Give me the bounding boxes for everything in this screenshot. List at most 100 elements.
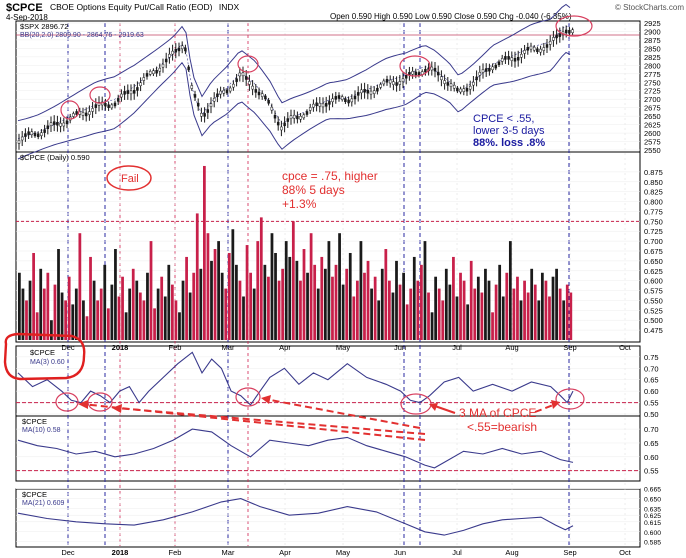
spx-candle-body (17, 140, 21, 144)
cpce-bar (494, 284, 498, 340)
cpce-bar (85, 316, 89, 340)
spx-candle-body (27, 131, 30, 135)
spx-candle-body (97, 102, 101, 106)
cpce-bar (448, 284, 452, 340)
ma21-legend-value: MA(21) 0.609 (22, 500, 65, 507)
spx-candle-body (382, 80, 386, 85)
spx-candle-body (241, 72, 245, 77)
spx-candle-body (500, 58, 504, 62)
spx-candle-body (536, 48, 539, 53)
ma21-tick-label: 0.600 (644, 530, 661, 537)
cpce-bar (398, 284, 402, 340)
cpce-bar (199, 268, 203, 340)
cpce-tick-label: 0.575 (644, 287, 663, 296)
cpce-bar (565, 284, 569, 340)
arrow-3 (264, 398, 421, 429)
cpce-bar (569, 292, 573, 340)
spx-candle-body (62, 122, 66, 127)
spx-candle-body (526, 47, 530, 51)
ma10-legend-value: MA(10) 0.58 (22, 427, 61, 434)
spx-candle-body (296, 115, 299, 120)
cpce-bar (146, 272, 149, 340)
cpce-bar (252, 288, 256, 340)
annotation-ma3-line1: 3 MA of CPCE (459, 406, 536, 420)
spx-candle-body (152, 70, 155, 74)
spx-tick-label: 2800 (644, 61, 661, 70)
cpce-bar (555, 268, 558, 340)
x-tick-label-bottom: Jul (452, 548, 462, 557)
spx-candle-body (321, 103, 325, 108)
cpce-bar (128, 288, 132, 340)
x-tick-label-mid: Mar (222, 343, 235, 352)
cpce-bar (516, 276, 519, 340)
cpce-bar (238, 280, 242, 340)
cpce-bar (316, 288, 320, 340)
cpce-bar (484, 268, 487, 340)
cpce-bar (110, 284, 114, 340)
spx-candle-body (59, 122, 62, 127)
spx-candle-body (113, 102, 117, 107)
spx-candle-body (81, 112, 85, 116)
spx-candle-body (372, 90, 376, 94)
cpce-bar (267, 276, 270, 340)
panel-ma21-frame (15, 488, 641, 548)
ma10-tick-label: 0.55 (644, 467, 659, 476)
spx-candle-body (225, 89, 229, 94)
ma3-legend-symbol: $CPCE (30, 348, 55, 357)
cpce-bar (323, 268, 327, 340)
spx-candle-body (129, 90, 133, 95)
cpce-bar (416, 280, 420, 340)
ma21-tick-label: 0.650 (644, 497, 661, 504)
cpce-bar (231, 229, 235, 340)
ma10-tick-label: 0.60 (644, 453, 659, 462)
spx-candle-body (171, 50, 174, 55)
spx-candle-body (136, 87, 139, 91)
spx-candle-body (481, 69, 485, 73)
annotation-cpce-high-line3: +1.3% (282, 197, 317, 211)
cpce-bar (185, 256, 188, 340)
x-tick-label-mid: May (336, 343, 350, 352)
x-tick-label-bottom: Jun (394, 548, 406, 557)
cpce-bar (437, 288, 441, 340)
cpce-bar (50, 320, 53, 340)
spx-candle-body (465, 87, 469, 92)
cpce-bar (430, 312, 434, 340)
cpce-bar (156, 288, 160, 340)
annotation-cpce-rule-line3: 88%. loss .8% (473, 137, 545, 149)
cpce-bar (46, 272, 50, 340)
spx-candle-body (433, 67, 437, 72)
fail-circle (106, 165, 152, 191)
x-tick-label-mid: Aug (505, 343, 518, 352)
cpce-bar (82, 300, 85, 340)
spx-candle-body (491, 66, 494, 71)
spx-candle-body (238, 72, 242, 77)
x-tick-label-mid: Feb (169, 343, 182, 352)
spx-candle-body (260, 93, 264, 97)
spx-candle-body (436, 71, 440, 76)
spx-candle-body (120, 93, 123, 98)
cpce-bar (352, 296, 356, 340)
cpce-bar (302, 249, 306, 340)
spx-candle-body (196, 102, 200, 107)
arrow-5 (534, 403, 557, 413)
spx-tick-label: 2850 (644, 44, 661, 53)
spx-candle-body (331, 98, 334, 103)
cpce-bar (124, 312, 128, 340)
ma3-tick-label: 0.55 (644, 399, 659, 408)
cpce-bar (263, 264, 267, 340)
cpce-bar (462, 280, 466, 340)
spx-candle-body (459, 88, 462, 93)
annotation-fail: Fail (121, 173, 139, 185)
cpce-bar (427, 292, 430, 340)
bb-upper-band (17, 3, 571, 122)
cpce-tick-label: 0.775 (644, 207, 663, 216)
spx-candle-body (568, 29, 571, 34)
spx-candle-body (56, 121, 59, 126)
cpce-bar (391, 292, 395, 340)
ma21-tick-label: 0.625 (644, 513, 661, 520)
spx-candle-body (94, 104, 98, 108)
spx-candle-body (107, 104, 110, 108)
cpce-bar (270, 233, 274, 340)
spx-candle-body (523, 50, 526, 54)
